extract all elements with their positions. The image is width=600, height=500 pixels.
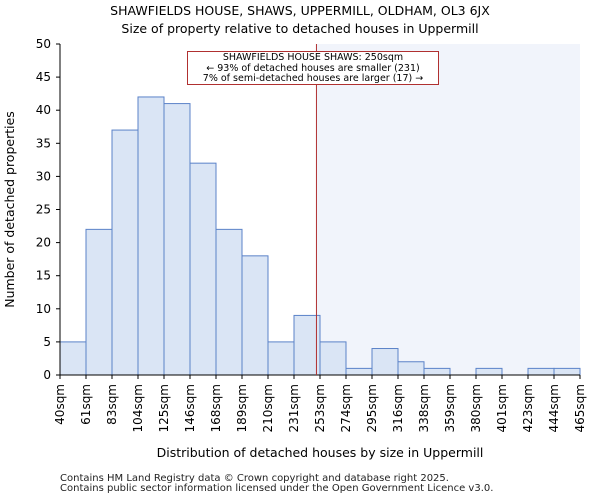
histogram-bar: [423, 367, 451, 376]
y-tick-label: 25: [36, 203, 51, 217]
y-tick-label: 0: [43, 368, 51, 382]
y-tick-label: 30: [36, 169, 51, 183]
histogram-bar: [111, 129, 139, 376]
x-tick-label: 210sqm: [261, 384, 275, 432]
histogram-bar: [527, 367, 555, 376]
histogram-bar: [553, 367, 581, 376]
histogram-bar: [319, 341, 347, 376]
x-tick-label: 168sqm: [209, 384, 223, 432]
footer-line-1: Contains HM Land Registry data © Crown c…: [60, 473, 449, 484]
annotation-box: SHAWFIELDS HOUSE SHAWS: 250sqm ← 93% of …: [187, 51, 439, 85]
x-tick-label: 423sqm: [521, 384, 535, 432]
x-tick-label: 231sqm: [287, 384, 301, 432]
x-tick-label: 295sqm: [365, 384, 379, 432]
y-tick-label: 15: [36, 269, 51, 283]
footer-credits: Contains HM Land Registry data © Crown c…: [60, 474, 493, 494]
histogram-bar: [59, 341, 87, 376]
x-tick-label: 338sqm: [417, 384, 431, 432]
x-tick-label: 359sqm: [443, 384, 457, 432]
x-axis-title: Distribution of detached houses by size …: [157, 445, 484, 460]
histogram-bar: [163, 103, 191, 376]
y-axis-title: Number of detached properties: [2, 111, 17, 308]
x-tick-label: 380sqm: [469, 384, 483, 432]
annotation-line-2: ← 93% of detached houses are smaller (23…: [206, 62, 420, 74]
chart-title: SHAWFIELDS HOUSE, SHAWS, UPPERMILL, OLDH…: [0, 2, 600, 38]
x-tick-label: 146sqm: [183, 384, 197, 432]
x-tick-label: 253sqm: [313, 384, 327, 432]
x-tick-label: 40sqm: [53, 384, 67, 425]
title-line-2: Size of property relative to detached ho…: [121, 21, 479, 36]
x-tick-label: 104sqm: [131, 384, 145, 432]
y-tick-label: 40: [36, 103, 51, 117]
y-tick-label: 35: [36, 136, 51, 150]
y-tick-label: 20: [36, 236, 51, 250]
histogram-bar: [189, 162, 217, 376]
title-line-1: SHAWFIELDS HOUSE, SHAWS, UPPERMILL, OLDH…: [110, 3, 490, 18]
histogram-bar: [267, 341, 295, 376]
annotation-line-1: SHAWFIELDS HOUSE SHAWS: 250sqm: [222, 52, 404, 63]
histogram-bar: [397, 361, 425, 376]
highlight-region: [316, 44, 580, 375]
x-tick-label: 61sqm: [79, 384, 93, 425]
histogram-bar: [241, 255, 269, 376]
x-tick-label: 465sqm: [573, 384, 587, 432]
x-tick-label: 401sqm: [495, 384, 509, 432]
y-tick-label: 10: [36, 302, 51, 316]
histogram-bar: [371, 348, 399, 376]
x-tick-label: 189sqm: [235, 384, 249, 432]
histogram-bar: [215, 228, 243, 376]
histogram-bar: [85, 228, 113, 376]
histogram-bar: [345, 367, 373, 376]
x-tick-label: 274sqm: [339, 384, 353, 432]
histogram-bar: [475, 367, 503, 376]
x-tick-label: 83sqm: [105, 384, 119, 425]
x-tick-label: 444sqm: [547, 384, 561, 432]
y-tick-label: 50: [36, 37, 51, 51]
y-tick-label: 5: [43, 335, 51, 349]
x-tick-label: 316sqm: [391, 384, 405, 432]
histogram-bar: [137, 96, 165, 376]
histogram-bar: [293, 314, 321, 376]
x-tick-label: 125sqm: [157, 384, 171, 432]
annotation-line-3: 7% of semi-detached houses are larger (1…: [202, 73, 424, 84]
footer-line-2: Contains public sector information licen…: [60, 483, 494, 494]
y-tick-label: 45: [36, 70, 51, 84]
